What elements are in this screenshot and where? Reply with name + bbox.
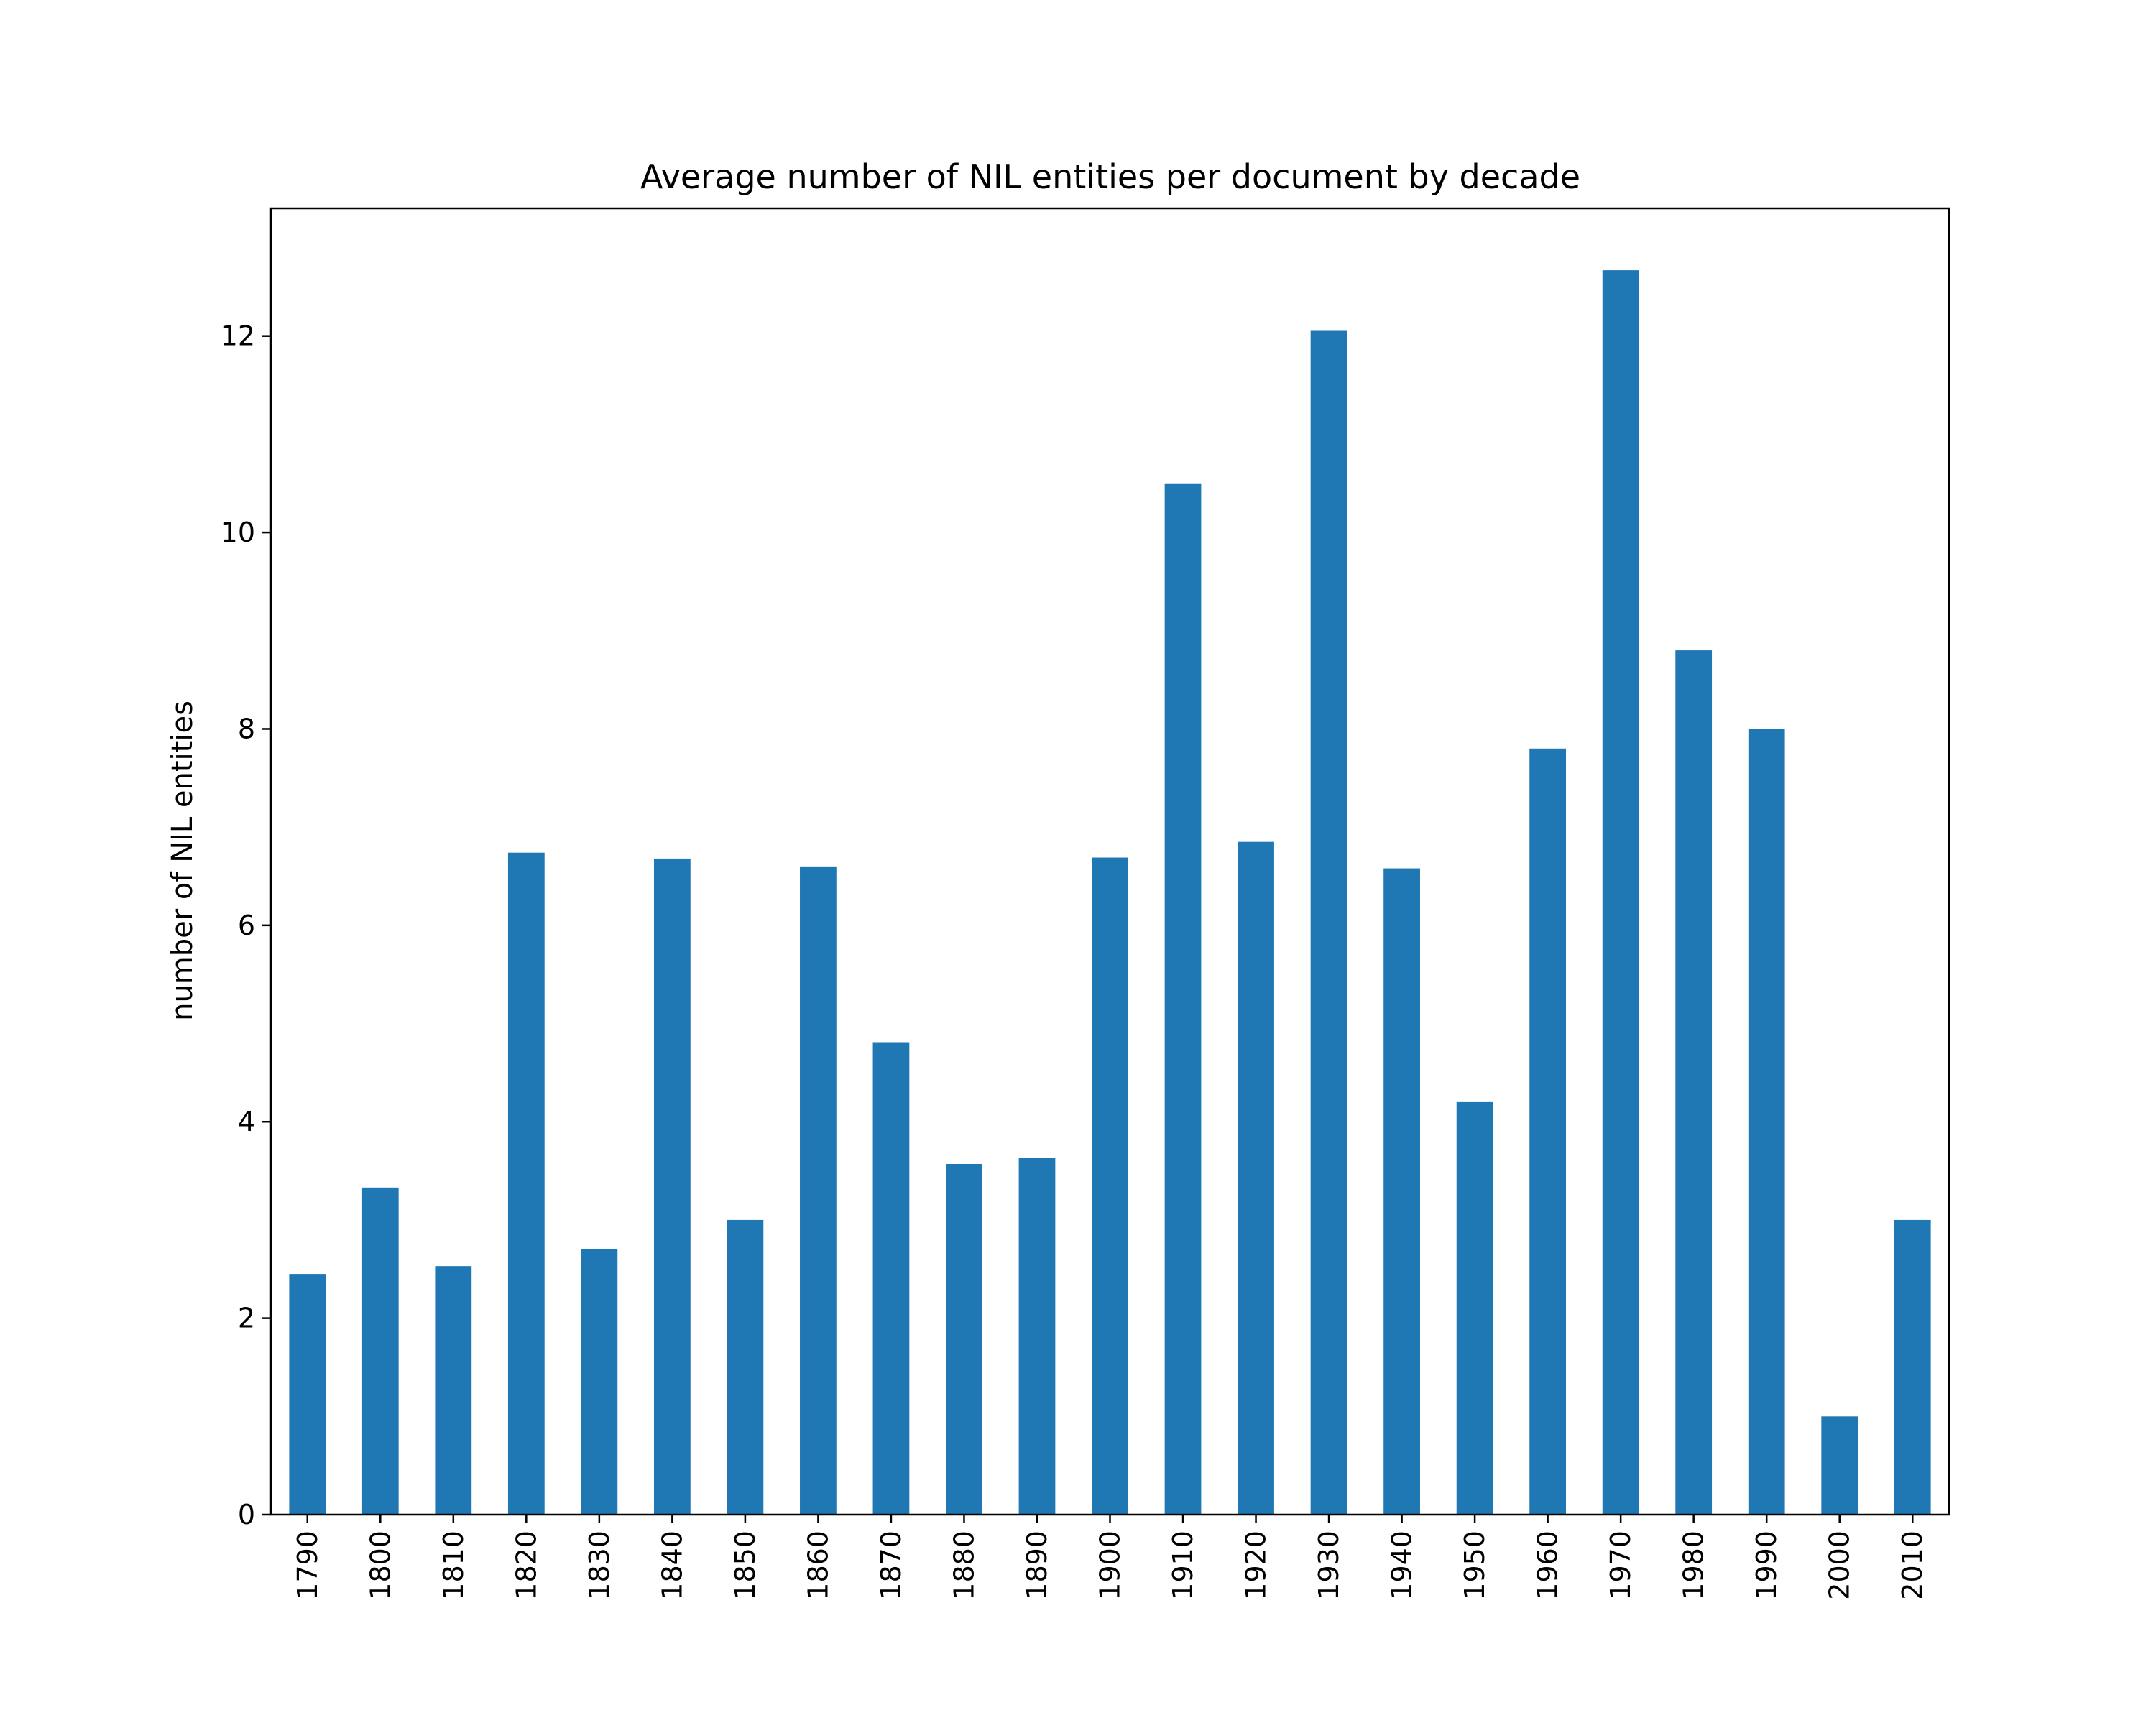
bar-1850 [727, 1219, 764, 1515]
bar-1910 [1164, 483, 1202, 1515]
bar-1860 [800, 866, 837, 1515]
bars-layer [289, 270, 1931, 1515]
x-tick-label-2010: 2010 [1897, 1530, 1928, 1600]
bar-2010 [1894, 1219, 1931, 1515]
bar-1840 [653, 858, 691, 1515]
bar-1940 [1383, 868, 1420, 1515]
bar-1790 [289, 1274, 326, 1515]
bar-1980 [1675, 650, 1713, 1515]
bar-1950 [1456, 1101, 1493, 1515]
x-tick-label-1870: 1870 [875, 1530, 907, 1600]
x-tick-label-1960: 1960 [1532, 1530, 1564, 1600]
bar-1820 [507, 852, 545, 1515]
x-tick-label-1860: 1860 [802, 1530, 834, 1600]
x-tick-label-1890: 1890 [1021, 1530, 1053, 1600]
x-tick-label-1850: 1850 [729, 1530, 761, 1600]
x-axis: 1790 1800 1810 1820 1830 1840 1850 1860 1870 1880… [292, 1515, 1928, 1600]
y-tick-label-4: 4 [238, 1106, 255, 1137]
y-tick-label-8: 8 [238, 713, 255, 744]
bar-1990 [1748, 729, 1785, 1515]
bar-1830 [581, 1249, 618, 1515]
chart-title: Average number of NIL entities per docum… [640, 157, 1580, 196]
y-tick-label-12: 12 [221, 320, 255, 352]
bar-2000 [1821, 1416, 1858, 1515]
x-tick-label-1980: 1980 [1678, 1530, 1710, 1600]
x-tick-label-1830: 1830 [584, 1530, 615, 1600]
bar-1900 [1092, 857, 1128, 1515]
x-tick-label-1910: 1910 [1167, 1530, 1199, 1600]
bar-1880 [946, 1164, 982, 1515]
plot-frame [270, 207, 1950, 1516]
x-tick-label-1900: 1900 [1095, 1530, 1126, 1600]
bar-1960 [1529, 748, 1567, 1515]
x-tick-label-1930: 1930 [1313, 1530, 1345, 1600]
x-tick-label-1790: 1790 [292, 1530, 323, 1600]
bar-1970 [1602, 270, 1639, 1515]
x-tick-label-1940: 1940 [1386, 1530, 1418, 1600]
x-tick-label-1990: 1990 [1751, 1530, 1782, 1600]
x-tick-label-2000: 2000 [1824, 1530, 1856, 1600]
bar-1810 [435, 1266, 472, 1515]
x-tick-label-1970: 1970 [1605, 1530, 1636, 1600]
bar-1890 [1018, 1158, 1056, 1515]
x-tick-label-1920: 1920 [1240, 1530, 1272, 1600]
y-tick-label-0: 0 [238, 1499, 255, 1530]
bar-1920 [1238, 841, 1274, 1515]
y-tick-label-10: 10 [221, 517, 255, 548]
bar-1800 [361, 1187, 399, 1515]
y-axis: 0 2 4 6 8 10 12 [221, 320, 271, 1530]
x-tick-label-1800: 1800 [364, 1530, 396, 1600]
x-tick-label-1950: 1950 [1459, 1530, 1491, 1600]
x-tick-label-1880: 1880 [948, 1530, 980, 1600]
x-tick-label-1810: 1810 [438, 1530, 469, 1600]
bar-1930 [1310, 330, 1348, 1515]
x-tick-label-1820: 1820 [510, 1530, 542, 1600]
y-axis-label: number of NIL entities [166, 701, 199, 1021]
y-tick-label-6: 6 [238, 910, 255, 941]
y-tick-label-2: 2 [238, 1303, 255, 1334]
x-tick-label-1840: 1840 [656, 1530, 688, 1600]
bar-1870 [872, 1042, 910, 1515]
